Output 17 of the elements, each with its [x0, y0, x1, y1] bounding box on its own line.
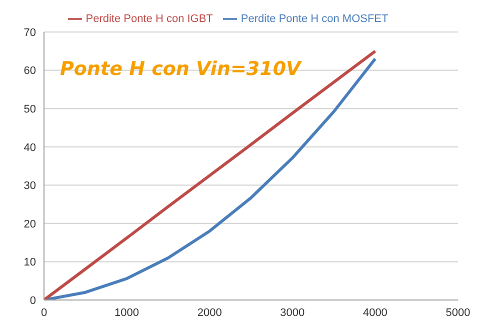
y-tick-label: 20 [24, 218, 36, 230]
x-tick-label: 4000 [362, 306, 388, 319]
legend-label: Perdite Ponte H con MOSFET [240, 12, 388, 25]
y-tick-label: 10 [24, 256, 36, 269]
y-tick-label: 50 [24, 103, 36, 116]
legend-label: Perdite Ponte H con IGBT [86, 12, 213, 25]
y-tick-label: 70 [24, 26, 36, 39]
x-tick-label: 5000 [446, 306, 470, 319]
x-tick-label: 0 [40, 306, 48, 319]
text: Ponte H con Vin=310V [60, 58, 301, 80]
y-tick-label: 0 [30, 294, 36, 307]
x-tick-label: 3000 [280, 306, 305, 319]
x-tick-label: 1000 [114, 306, 140, 319]
y-tick-label: 40 [24, 142, 36, 154]
y-tick-label: 60 [24, 65, 36, 78]
x-tick-label: 2000 [197, 306, 222, 319]
y-tick-label: 30 [24, 180, 36, 192]
